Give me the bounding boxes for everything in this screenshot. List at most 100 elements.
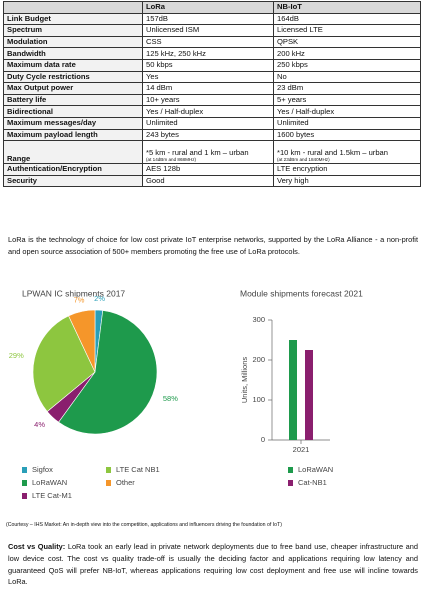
header-row: LoRa NB-IoT [3, 1, 421, 14]
row-label: Battery life [3, 93, 143, 107]
table-cell: 14 dBm [142, 82, 274, 95]
legend-swatch [22, 467, 27, 473]
table-row: Maximum messages/day Unlimited Unlimited [3, 116, 421, 130]
row-label: Bidirectional [3, 105, 143, 118]
row-label: Range [3, 140, 143, 165]
table-row: Battery life 10+ years 5+ years [3, 93, 421, 107]
row-label: Maximum data rate [3, 58, 143, 72]
header-cell: LoRa [142, 1, 274, 14]
slice-label: 2% [94, 294, 105, 303]
row-label: Maximum payload length [3, 128, 143, 142]
legend-swatch [106, 480, 111, 486]
cell-text: *5 km - rural and 1 km – urban [146, 148, 249, 158]
row-label: Maximum messages/day [3, 116, 143, 130]
table-cell: 243 bytes [142, 128, 274, 142]
table-cell: Yes / Half-duplex [142, 105, 274, 118]
legend-swatch [288, 480, 293, 486]
y-tick-label: 200 [252, 355, 265, 364]
table-cell: *5 km - rural and 1 km – urban (at 14dBm … [142, 140, 274, 165]
row-label: Bandwidth [3, 47, 143, 60]
table-cell: 1600 bytes [273, 128, 421, 142]
table-row: Spectrum Unlicensed ISM Licensed LTE [3, 24, 421, 37]
table-row: Bandwidth 125 kHz, 250 kHz 200 kHz [3, 47, 421, 60]
closing-paragraph: Cost vs Quality: LoRa took an early lead… [8, 541, 418, 588]
pie-slice [68, 309, 96, 373]
x-tick-label: 2021 [293, 445, 310, 454]
closing-text: LoRa took an early lead in private netwo… [8, 542, 419, 587]
table-row: Bidirectional Yes / Half-duplex Yes / Half… [3, 105, 421, 118]
row-label: Link Budget [3, 12, 143, 26]
legend-label: LTE Cat NB1 [116, 465, 160, 474]
legend-swatch [22, 480, 27, 486]
intro-paragraph: LoRa is the technology of choice for low… [8, 235, 418, 256]
table-cell: 200 kHz [273, 47, 421, 60]
table-cell: CSS [142, 35, 274, 49]
y-tick-label: 0 [261, 435, 265, 444]
table-cell: 157dB [142, 12, 274, 26]
table-row: Security Good Very high [3, 174, 421, 188]
header-cell [3, 1, 143, 14]
table-cell: 5+ years [273, 93, 421, 107]
caption: (Courtesy – IHS Market: An in-depth view… [6, 522, 282, 528]
legend-label: LoRaWAN [32, 478, 67, 487]
legend-swatch [106, 467, 111, 473]
cell-note: (at 14dBm and 868MHz) [146, 157, 197, 163]
table-cell: Licensed LTE [273, 24, 421, 37]
table-cell: 164dB [273, 12, 421, 26]
y-axis-label: Units, Millions [240, 357, 249, 404]
table-cell: Unlimited [273, 116, 421, 130]
row-label: Modulation [3, 35, 143, 49]
slice-label: 7% [74, 296, 85, 305]
legend-label: Other [116, 478, 135, 487]
table-row: Max Output power 14 dBm 23 dBm [3, 82, 421, 95]
row-label: Spectrum [3, 24, 143, 37]
slice-label: 4% [34, 420, 45, 429]
y-tick-label: 300 [252, 315, 265, 324]
table-cell: Yes / Half-duplex [273, 105, 421, 118]
bar [289, 340, 297, 440]
table-cell: Yes [142, 70, 274, 84]
table-cell: AES 128b [142, 163, 274, 176]
row-label: Authentication/Encryption [3, 163, 143, 176]
table-row: Duty Cycle restrictions Yes No [3, 70, 421, 84]
legend-swatch [288, 467, 293, 473]
table-cell: 23 dBm [273, 82, 421, 95]
row-label: Max Output power [3, 82, 143, 95]
legend-label: LTE Cat-M1 [32, 491, 72, 500]
bar [305, 350, 313, 440]
table-row: Maximum payload length 243 bytes 1600 byte… [3, 128, 421, 142]
table-row: Link Budget 157dB 164dB [3, 12, 421, 26]
table-cell: 125 kHz, 250 kHz [142, 47, 274, 60]
row-label: Duty Cycle restrictions [3, 70, 143, 84]
cell-note: (at 23dBm and 1840MHz) [277, 157, 330, 163]
legend-label: Sigfox [32, 465, 53, 474]
table-row: Modulation CSS QPSK [3, 35, 421, 49]
table-cell: 250 kbps [273, 58, 421, 72]
legend-label: LoRaWAN [298, 465, 333, 474]
table-row: Authentication/Encryption AES 128b LTE enc… [3, 163, 421, 176]
pie-slice [32, 315, 96, 412]
closing-lead: Cost vs Quality: [8, 542, 66, 551]
row-label: Security [3, 174, 143, 188]
pie-slice [58, 310, 158, 435]
slice-label: 29% [9, 351, 24, 360]
table-cell: *10 km - rural and 1.5km – urban (at 23dB… [273, 140, 421, 165]
table-row: Maximum data rate 50 kbps 250 kbps [3, 58, 421, 72]
cell-text: *10 km - rural and 1.5km – urban [277, 148, 389, 158]
chart-title: LPWAN IC shipments 2017 [22, 288, 125, 298]
table-cell: 10+ years [142, 93, 274, 107]
header-cell: NB-IoT [273, 1, 421, 14]
legend-label: Cat-NB1 [298, 478, 327, 487]
table-cell: 50 kbps [142, 58, 274, 72]
table-row: Range *5 km - rural and 1 km – urban (at 1… [3, 140, 421, 165]
y-tick-label: 100 [252, 395, 265, 404]
legend-swatch [22, 493, 27, 499]
table-cell: Unlimited [142, 116, 274, 130]
table-cell: No [273, 70, 421, 84]
table-cell: Very high [273, 174, 421, 188]
table-cell: Good [142, 174, 274, 188]
chart-title: Module shipments forecast 2021 [240, 288, 363, 298]
table-cell: QPSK [273, 35, 421, 49]
